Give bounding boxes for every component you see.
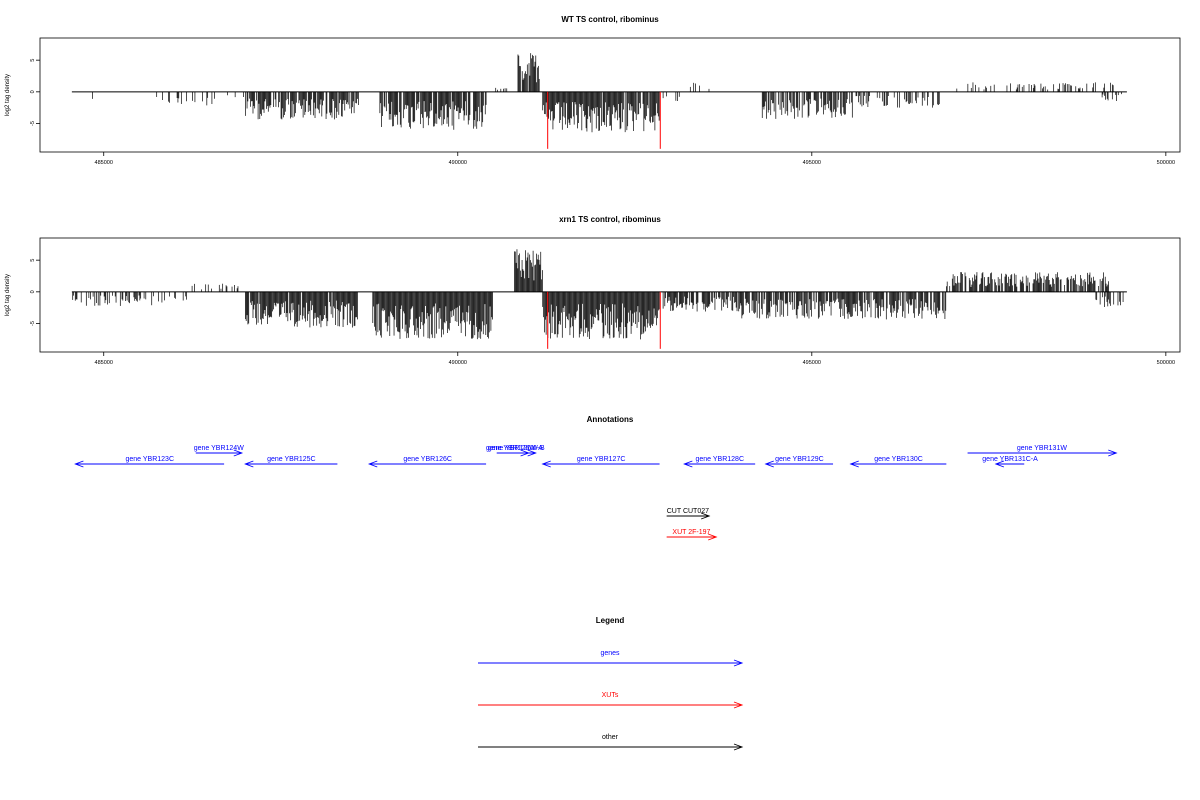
x-tick-label: 485000	[95, 360, 113, 366]
gene-label: gene YBR131C-A	[982, 456, 1038, 463]
legend-gene-label: genes	[600, 650, 620, 657]
x-tick-label: 500000	[1157, 360, 1175, 366]
wt-y-axis-label: log2 tag density	[5, 74, 11, 116]
gene-label: gene YBR125C	[267, 456, 316, 463]
xut-label: XUT 2F-197	[672, 529, 710, 536]
arrow-head	[994, 460, 1005, 468]
arrow-head	[733, 659, 744, 667]
arrow-head	[733, 743, 744, 751]
gene-label: gene YBR126W-A	[486, 445, 543, 452]
xrn1-axes: 485000 490000 495000 500000 -5 0 5	[30, 259, 1175, 366]
arrow-head	[700, 512, 711, 520]
arrow-head	[367, 460, 378, 468]
gene-label: gene YBR127C	[577, 456, 626, 463]
legend: Legend genes XUTs other	[478, 616, 744, 751]
wt-axes: 485000 490000 495000 500000 -5 0 5	[30, 59, 1175, 166]
y-tick-label: 5	[30, 59, 36, 62]
arrow-head	[520, 449, 530, 457]
x-tick-label: 495000	[803, 160, 821, 166]
gene-label: gene YBR124W	[194, 445, 244, 452]
y-tick-label: 0	[30, 290, 36, 293]
arrow-head	[849, 460, 859, 468]
arrow-head	[764, 460, 774, 468]
legend-other-label: other	[602, 734, 619, 741]
wt-density-bars	[71, 53, 1127, 149]
annotations-title: Annotations	[587, 415, 634, 424]
gene-label: gene YBR130C	[874, 456, 923, 463]
x-tick-label: 485000	[95, 160, 113, 166]
gene-label: gene YBR129C	[775, 456, 824, 463]
gene-label: gene YBR131W	[1017, 445, 1067, 452]
xrn1-track-title: xrn1 TS control, ribominus	[559, 215, 661, 224]
y-tick-label: -5	[30, 121, 36, 126]
legend-xut-label: XUTs	[602, 692, 619, 699]
xrn1-plot-frame	[39, 237, 1181, 353]
xrn1-track-panel: xrn1 TS control, ribominus log2 tag dens…	[5, 215, 1181, 366]
y-tick-label: 5	[30, 259, 36, 262]
arrow-head	[233, 449, 244, 457]
x-tick-label: 500000	[1157, 160, 1175, 166]
gene-label: gene YBR126W-B	[488, 445, 545, 452]
legend-items: genes XUTs other	[478, 650, 744, 751]
arrow-head	[541, 460, 551, 468]
y-tick-label: 0	[30, 90, 36, 93]
arrow-head	[1108, 449, 1118, 457]
x-tick-label: 490000	[449, 160, 467, 166]
xrn1-density-bars	[71, 249, 1127, 349]
gene-label: gene YBR123C	[125, 456, 174, 463]
x-tick-label: 495000	[803, 360, 821, 366]
gene-label: gene YBR126C	[403, 456, 452, 463]
arrow-head	[683, 460, 693, 468]
arrow-head	[527, 449, 537, 457]
legend-title: Legend	[596, 616, 625, 625]
xrn1-y-axis-label: log2 tag density	[5, 274, 11, 316]
wt-track-title: WT TS control, ribominus	[561, 15, 659, 24]
annotation-items: gene YBR123C gene YBR124W gene YBR125C gene…	[74, 445, 1118, 541]
cut-label: CUT CUT027	[667, 508, 709, 515]
wt-plot-frame	[39, 37, 1181, 153]
gene-label: gene YBR128C	[695, 456, 744, 463]
x-tick-label: 490000	[449, 360, 467, 366]
arrow-head	[74, 460, 84, 468]
arrow-head	[244, 460, 254, 468]
wt-track-panel: WT TS control, ribominus log2 tag densit…	[5, 15, 1181, 166]
y-tick-label: -5	[30, 321, 36, 326]
arrow-head	[708, 533, 718, 541]
arrow-head	[733, 701, 744, 709]
